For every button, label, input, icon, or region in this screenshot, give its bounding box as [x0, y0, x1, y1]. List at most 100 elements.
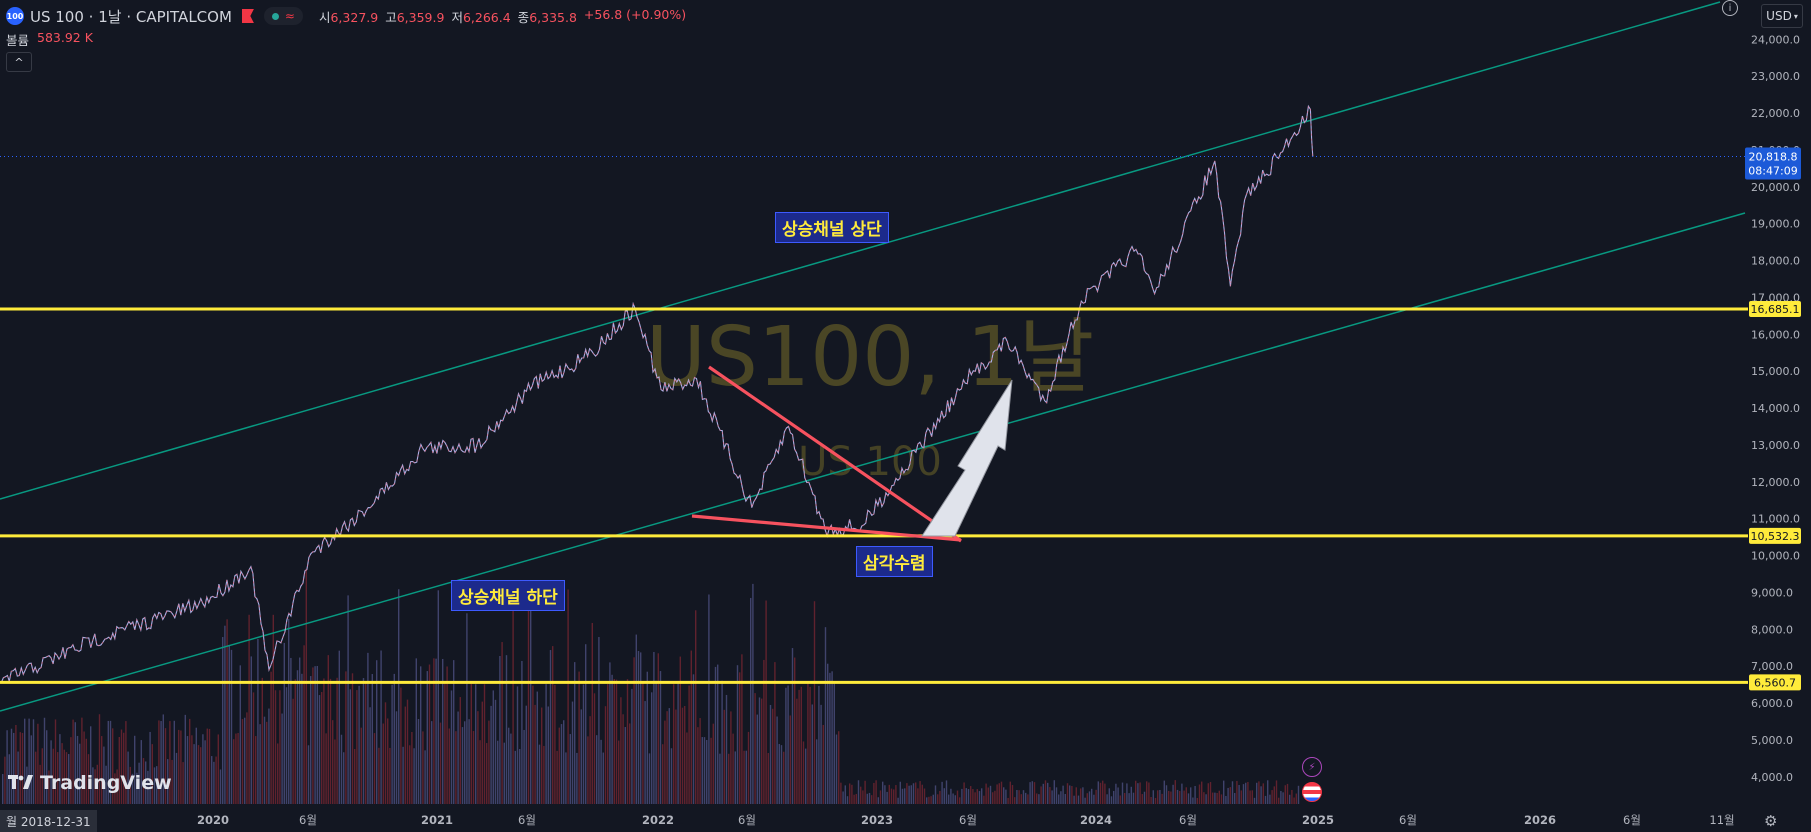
volume-bar [560, 724, 563, 804]
volume-bar [1060, 791, 1062, 804]
volume-bar [822, 724, 824, 804]
volume-bar [1016, 790, 1018, 804]
volume-bar [1003, 787, 1005, 804]
volume-bar [369, 707, 371, 804]
volume-bar [1036, 793, 1038, 804]
volume-bar [952, 793, 954, 804]
volume-bar [1031, 781, 1033, 804]
volume-bar [1201, 781, 1203, 804]
volume-bar [70, 737, 72, 804]
volume-bar [783, 751, 785, 804]
volume-bar [173, 720, 175, 804]
volume-bar [382, 723, 384, 804]
collapse-legend-button[interactable]: ^ [6, 52, 32, 72]
volume-bar [525, 705, 527, 804]
volume-bar [1236, 780, 1238, 804]
market-status[interactable]: ≈ [263, 7, 303, 25]
volume-bar [978, 791, 981, 804]
event-flash-icon[interactable]: ⚡ [1302, 757, 1322, 777]
volume-bar [1297, 785, 1300, 804]
volume-bar [296, 670, 299, 804]
volume-bar [640, 652, 642, 804]
volume-bar [563, 720, 565, 804]
volume-bar [620, 697, 622, 804]
annotation-triangle[interactable]: 삼각수렴 [856, 546, 933, 577]
volume-bar [912, 783, 915, 804]
volume-bar [1293, 797, 1295, 804]
volume-bar [202, 734, 204, 804]
volume-bar [1229, 787, 1231, 804]
volume-bar [200, 747, 202, 804]
volume-bar [6, 730, 8, 804]
tradingview-logo[interactable]: TradingView [8, 772, 172, 794]
volume-bar [483, 684, 486, 804]
volume-bar [835, 734, 838, 804]
volume-bar [46, 730, 48, 804]
volume-bar [74, 722, 76, 804]
volume-bar [736, 665, 739, 804]
volume-bar [167, 759, 169, 804]
volume-bar [668, 708, 670, 804]
volume-bar [624, 727, 626, 804]
event-us-flag-icon[interactable] [1302, 782, 1322, 802]
volume-bar [508, 727, 510, 804]
volume-bar [728, 753, 730, 804]
volume-bar [351, 673, 354, 804]
volume-bar [708, 594, 710, 804]
volume-bar [985, 783, 987, 804]
volume-bar [178, 729, 180, 804]
volume-bar [622, 714, 624, 804]
volume-bar [279, 690, 281, 804]
volume-bar [499, 655, 501, 804]
volume-bar [503, 742, 505, 804]
volume-bar [785, 687, 787, 804]
volume-bar [734, 751, 736, 804]
volume-bar [1168, 790, 1170, 804]
volume-bar [153, 767, 156, 804]
price-tick-label: 12,000.0 [1751, 476, 1800, 489]
volume-bar [1154, 797, 1157, 804]
volume-bar [195, 727, 197, 804]
volume-bar [714, 666, 717, 804]
volume-bar [1157, 790, 1159, 804]
volume-bar [444, 681, 446, 804]
price-tick-label: 15,000.0 [1751, 365, 1800, 378]
volume-bar [655, 680, 657, 804]
volume-bar [659, 671, 662, 804]
price-tick-label: 13,000.0 [1751, 439, 1800, 452]
volume-bar [1223, 780, 1225, 804]
volume-bar [63, 749, 65, 804]
gear-icon[interactable]: ⚙ [1764, 812, 1778, 830]
ohlc-item: 시6,327.9 [319, 7, 378, 26]
volume-bar [747, 731, 750, 804]
currency-label: USD [1766, 9, 1792, 23]
ohlc-item: 고6,359.9 [385, 7, 444, 26]
annotation-channel-bottom[interactable]: 상승채널 하단 [451, 580, 565, 611]
flag-icon[interactable] [241, 9, 254, 23]
volume-bar [43, 717, 46, 804]
volume-bar [184, 714, 186, 804]
ohlc-value: 6,335.8 [529, 9, 577, 25]
volume-bar [657, 653, 659, 804]
annotation-channel-top[interactable]: 상승채널 상단 [775, 212, 889, 243]
volume-bar [970, 786, 972, 804]
volume-bar [1000, 781, 1003, 804]
volume-bar [193, 744, 195, 804]
info-icon[interactable]: i [1722, 0, 1738, 16]
volume-bar [1256, 782, 1258, 804]
volume-bar [1253, 797, 1256, 804]
volume-bar [664, 720, 666, 804]
volume-bar [1267, 780, 1269, 804]
symbol-logo-icon[interactable]: 100 [6, 7, 24, 25]
currency-selector[interactable]: USD ▾ [1761, 4, 1803, 28]
volume-bar [215, 756, 217, 804]
volume-bar [96, 764, 98, 804]
volume-bar [446, 666, 448, 804]
volume-bar [523, 729, 525, 804]
price-tick-label: 18,000.0 [1751, 255, 1800, 268]
volume-bar [549, 650, 552, 804]
symbol-title[interactable]: US 100 · 1날 · CAPITALCOM [30, 7, 232, 26]
volume-bar [1174, 780, 1176, 804]
volume-bar [255, 736, 257, 804]
